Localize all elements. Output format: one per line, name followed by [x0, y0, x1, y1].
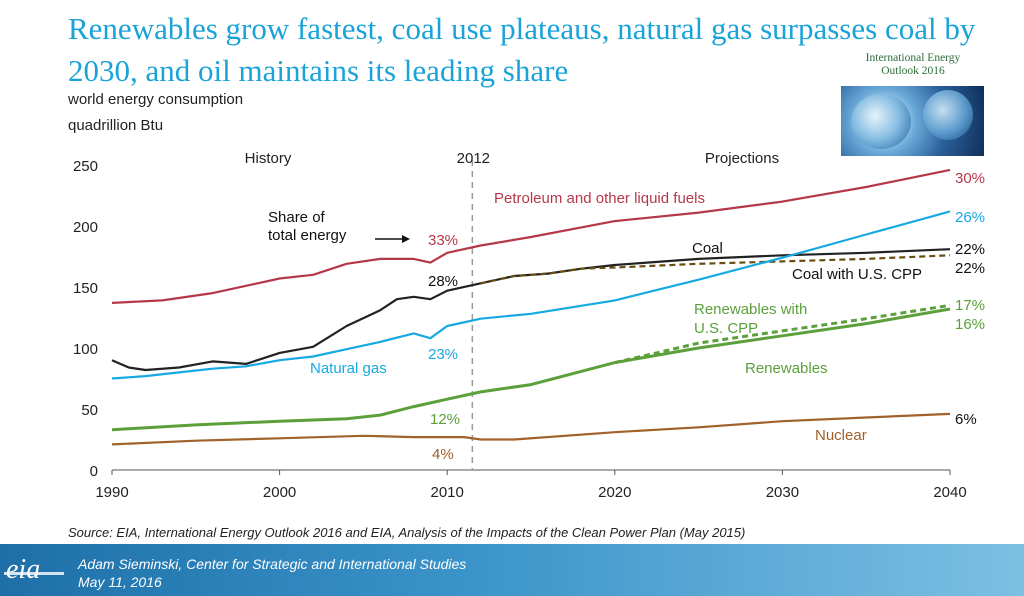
share-2040-petroleum: 30% — [955, 170, 985, 187]
series-line-renewables_cpp — [614, 303, 951, 365]
share-2040-natural-gas: 26% — [955, 209, 985, 226]
y-tick-label: 200 — [73, 219, 98, 236]
share-2040-coal: 22% — [955, 241, 985, 258]
x-tick-label: 2010 — [431, 484, 464, 501]
y-tick-label: 150 — [73, 280, 98, 297]
share-arrow-head-icon — [402, 235, 410, 243]
x-tick-label: 2020 — [598, 484, 631, 501]
globe-image — [841, 86, 984, 156]
series-line-nuclear — [111, 412, 951, 446]
series-line-coal_cpp — [480, 254, 951, 285]
label-coal-cpp: Coal with U.S. CPP — [792, 266, 922, 283]
label-renewables-cpp: Renewables with U.S. CPP — [694, 301, 807, 337]
share-2010-nuclear: 4% — [432, 446, 454, 463]
share-of-total-label: Share of total energy — [268, 209, 347, 244]
y-unit-label-line2: quadrillion Btu — [68, 117, 164, 134]
share-2010-natural-gas: 23% — [428, 346, 458, 363]
series-line-natural_gas — [111, 210, 951, 380]
label-natural-gas: Natural gas — [310, 360, 387, 377]
cover-title-line1: International Energy — [865, 52, 961, 64]
y-tick-label: 250 — [73, 158, 98, 175]
eia-logo: eia — [6, 554, 41, 585]
label-renewables: Renewables — [745, 360, 828, 377]
label-nuclear: Nuclear — [815, 427, 867, 444]
logo-swoosh-icon — [4, 572, 64, 575]
share-2040-nuclear: 6% — [955, 411, 977, 428]
slide-title: Renewables grow fastest, coal use platea… — [68, 11, 976, 88]
source-note: Source: EIA, International Energy Outloo… — [68, 525, 746, 540]
footer-bar: eia Adam Sieminski, Center for Strategic… — [0, 544, 1024, 596]
share-2040-coal-cpp: 22% — [955, 260, 985, 277]
series-line-renewables — [111, 307, 951, 432]
share-2040-renewables-cpp: 17% — [955, 297, 985, 314]
share-2010-petroleum: 33% — [428, 232, 458, 249]
presenter-name: Adam Sieminski, Center for Strategic and… — [78, 556, 467, 572]
history-label: History — [245, 150, 292, 167]
x-tick-label: 1990 — [95, 484, 128, 501]
y-tick-label: 0 — [90, 463, 98, 480]
share-2040-renewables: 16% — [955, 316, 985, 333]
label-petroleum: Petroleum and other liquid fuels — [494, 190, 705, 207]
y-tick-label: 50 — [81, 402, 98, 419]
presentation-date: May 11, 2016 — [78, 574, 162, 590]
share-2010-coal: 28% — [428, 273, 458, 290]
series-line-petroleum — [111, 168, 951, 304]
year-2012-label: 2012 — [457, 150, 490, 167]
x-tick-label: 2030 — [766, 484, 799, 501]
series-line-coal — [111, 248, 951, 372]
share-2010-renewables: 12% — [430, 411, 460, 428]
y-unit-label-line1: world energy consumption — [68, 91, 244, 108]
energy-chart: 1990 2000 2010 2020 2030 2040 0 50 100 150 200 250 H… — [73, 150, 985, 501]
x-tick-label: 2000 — [263, 484, 296, 501]
projections-label: Projections — [705, 150, 779, 167]
y-tick-label: 100 — [73, 341, 98, 358]
ieo-cover-image: International Energy Outlook 2016 — [838, 52, 988, 162]
cover-title-line2: Outlook 2016 — [881, 65, 945, 77]
label-coal: Coal — [692, 240, 723, 257]
x-tick-label: 2040 — [933, 484, 966, 501]
